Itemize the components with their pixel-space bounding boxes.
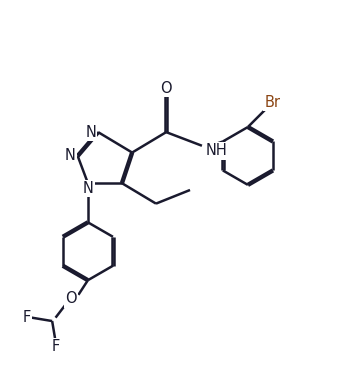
Text: N: N [85, 125, 96, 139]
Text: Br: Br [264, 95, 280, 110]
Text: NH: NH [205, 143, 227, 158]
Text: N: N [82, 181, 93, 196]
Text: F: F [22, 310, 31, 325]
Text: N: N [65, 149, 76, 163]
Text: F: F [52, 339, 60, 354]
Text: O: O [65, 291, 77, 306]
Text: O: O [161, 81, 172, 96]
